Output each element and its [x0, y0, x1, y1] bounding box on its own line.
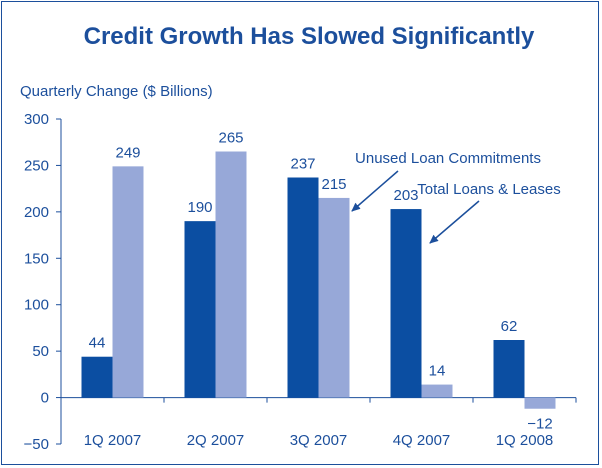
y-tick-label: 100	[24, 297, 49, 314]
x-tick-label: 2Q 2007	[187, 432, 245, 449]
x-tick-label: 4Q 2007	[393, 432, 451, 449]
data-label: 44	[89, 335, 106, 352]
data-label: 265	[218, 130, 243, 147]
x-tick-label: 3Q 2007	[290, 432, 348, 449]
legend-arrow	[429, 200, 480, 244]
data-label: 190	[187, 199, 212, 216]
bar	[287, 177, 319, 398]
x-tick-label: 1Q 2008	[496, 432, 554, 449]
legend-unused-commitments: Unused Loan Commitments	[355, 150, 541, 167]
bar	[318, 197, 350, 398]
legend-total-loans: Total Loans & Leases	[417, 181, 560, 198]
bar	[215, 151, 247, 398]
value-labels: 44 249 1Q 2007 190 265 2Q 2007 237 215 3Q 2007 20…	[84, 130, 554, 450]
x-tick-label: 1Q 2007	[84, 432, 142, 449]
data-label: 237	[290, 156, 315, 173]
y-tick-label: 50	[32, 343, 49, 360]
data-label: 249	[115, 144, 140, 161]
legend-arrow	[351, 170, 399, 212]
bar	[421, 384, 453, 398]
bar	[184, 221, 216, 398]
data-label: −12	[527, 416, 552, 433]
bar	[524, 397, 556, 409]
data-label: 14	[429, 363, 446, 380]
bar	[112, 166, 144, 398]
chart-title: Credit Growth Has Slowed Significantly	[84, 23, 535, 50]
bars	[81, 151, 556, 409]
y-tick-label: 0	[41, 390, 49, 407]
legend-annotations: Unused Loan Commitments Total Loans & Lea…	[351, 150, 561, 244]
y-tick-label: 150	[24, 250, 49, 267]
y-tick-label: 200	[24, 204, 49, 221]
data-label: 62	[501, 318, 518, 335]
y-tick-label: −50	[24, 436, 49, 453]
data-label: 203	[393, 187, 418, 204]
bar	[81, 356, 113, 398]
data-label: 215	[321, 176, 346, 193]
bar	[390, 209, 422, 398]
y-axis-label: Quarterly Change ($ Billions)	[20, 83, 213, 100]
y-tick-label: 250	[24, 157, 49, 174]
bar	[493, 340, 525, 398]
axes: −50 0 50 100 150 200 250 300	[24, 111, 577, 453]
y-tick-label: 300	[24, 111, 49, 128]
